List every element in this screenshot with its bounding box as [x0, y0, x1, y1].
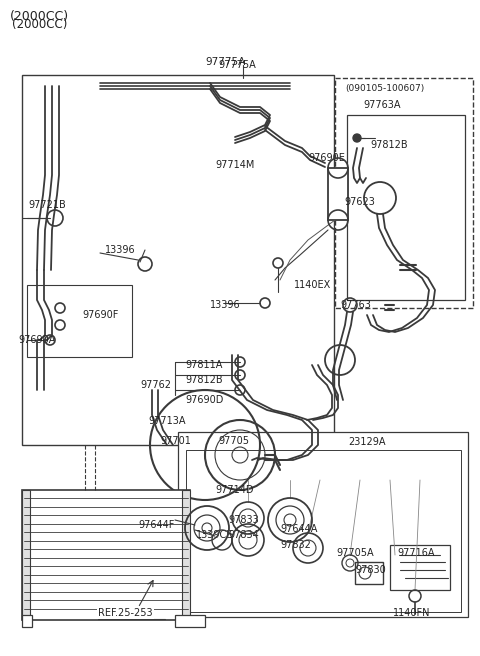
Text: 97713A: 97713A: [148, 416, 185, 426]
Bar: [355, 562, 383, 584]
Text: 97812B: 97812B: [185, 375, 223, 385]
Text: 97690F: 97690F: [82, 310, 119, 320]
Bar: [178, 432, 468, 617]
Bar: [27, 285, 132, 357]
Text: 97811A: 97811A: [185, 360, 222, 370]
Text: 97834: 97834: [228, 530, 259, 540]
Text: 97701: 97701: [160, 436, 191, 446]
Text: 97623: 97623: [344, 197, 375, 207]
Text: 97644F: 97644F: [138, 520, 174, 530]
Text: 97830: 97830: [355, 565, 386, 575]
Bar: [175, 615, 205, 627]
Text: 97714M: 97714M: [215, 160, 254, 170]
Bar: [390, 545, 450, 590]
Text: 97762: 97762: [140, 380, 171, 390]
Text: 97721B: 97721B: [28, 200, 66, 210]
Text: 97833: 97833: [228, 515, 259, 525]
Text: 97690E: 97690E: [308, 153, 345, 163]
Text: 97775A: 97775A: [218, 60, 256, 70]
Bar: [347, 115, 465, 300]
Text: 97690D: 97690D: [185, 395, 223, 405]
Bar: [335, 78, 473, 308]
Text: 97775A: 97775A: [205, 57, 245, 67]
Text: 97644A: 97644A: [280, 524, 317, 534]
Text: 97714D: 97714D: [215, 485, 253, 495]
Text: 23129A: 23129A: [348, 437, 385, 447]
Bar: [186, 450, 461, 612]
Text: 1140FN: 1140FN: [393, 608, 431, 618]
Circle shape: [353, 134, 361, 142]
Text: 97690A: 97690A: [18, 335, 55, 345]
Bar: [22, 490, 30, 620]
Text: 97763A: 97763A: [363, 100, 400, 110]
Text: 13396: 13396: [105, 245, 136, 255]
Text: 97832: 97832: [280, 540, 311, 550]
Text: REF.25-253: REF.25-253: [98, 608, 153, 618]
Bar: [182, 490, 190, 620]
Text: (2000CC): (2000CC): [12, 18, 67, 31]
Text: 97812B: 97812B: [370, 140, 408, 150]
Text: (090105-100607): (090105-100607): [345, 84, 424, 93]
Text: 97705: 97705: [218, 436, 249, 446]
Text: 97705A: 97705A: [336, 548, 373, 558]
Text: 13396: 13396: [210, 300, 240, 310]
Bar: [22, 615, 32, 627]
Text: 1339CE: 1339CE: [196, 530, 233, 540]
Text: (2000CC): (2000CC): [10, 10, 69, 23]
Bar: [328, 168, 348, 220]
Text: 97763: 97763: [340, 300, 371, 310]
Bar: [22, 490, 190, 620]
Bar: [22, 75, 334, 445]
Text: 1140EX: 1140EX: [294, 280, 331, 290]
Text: 97716A: 97716A: [397, 548, 434, 558]
